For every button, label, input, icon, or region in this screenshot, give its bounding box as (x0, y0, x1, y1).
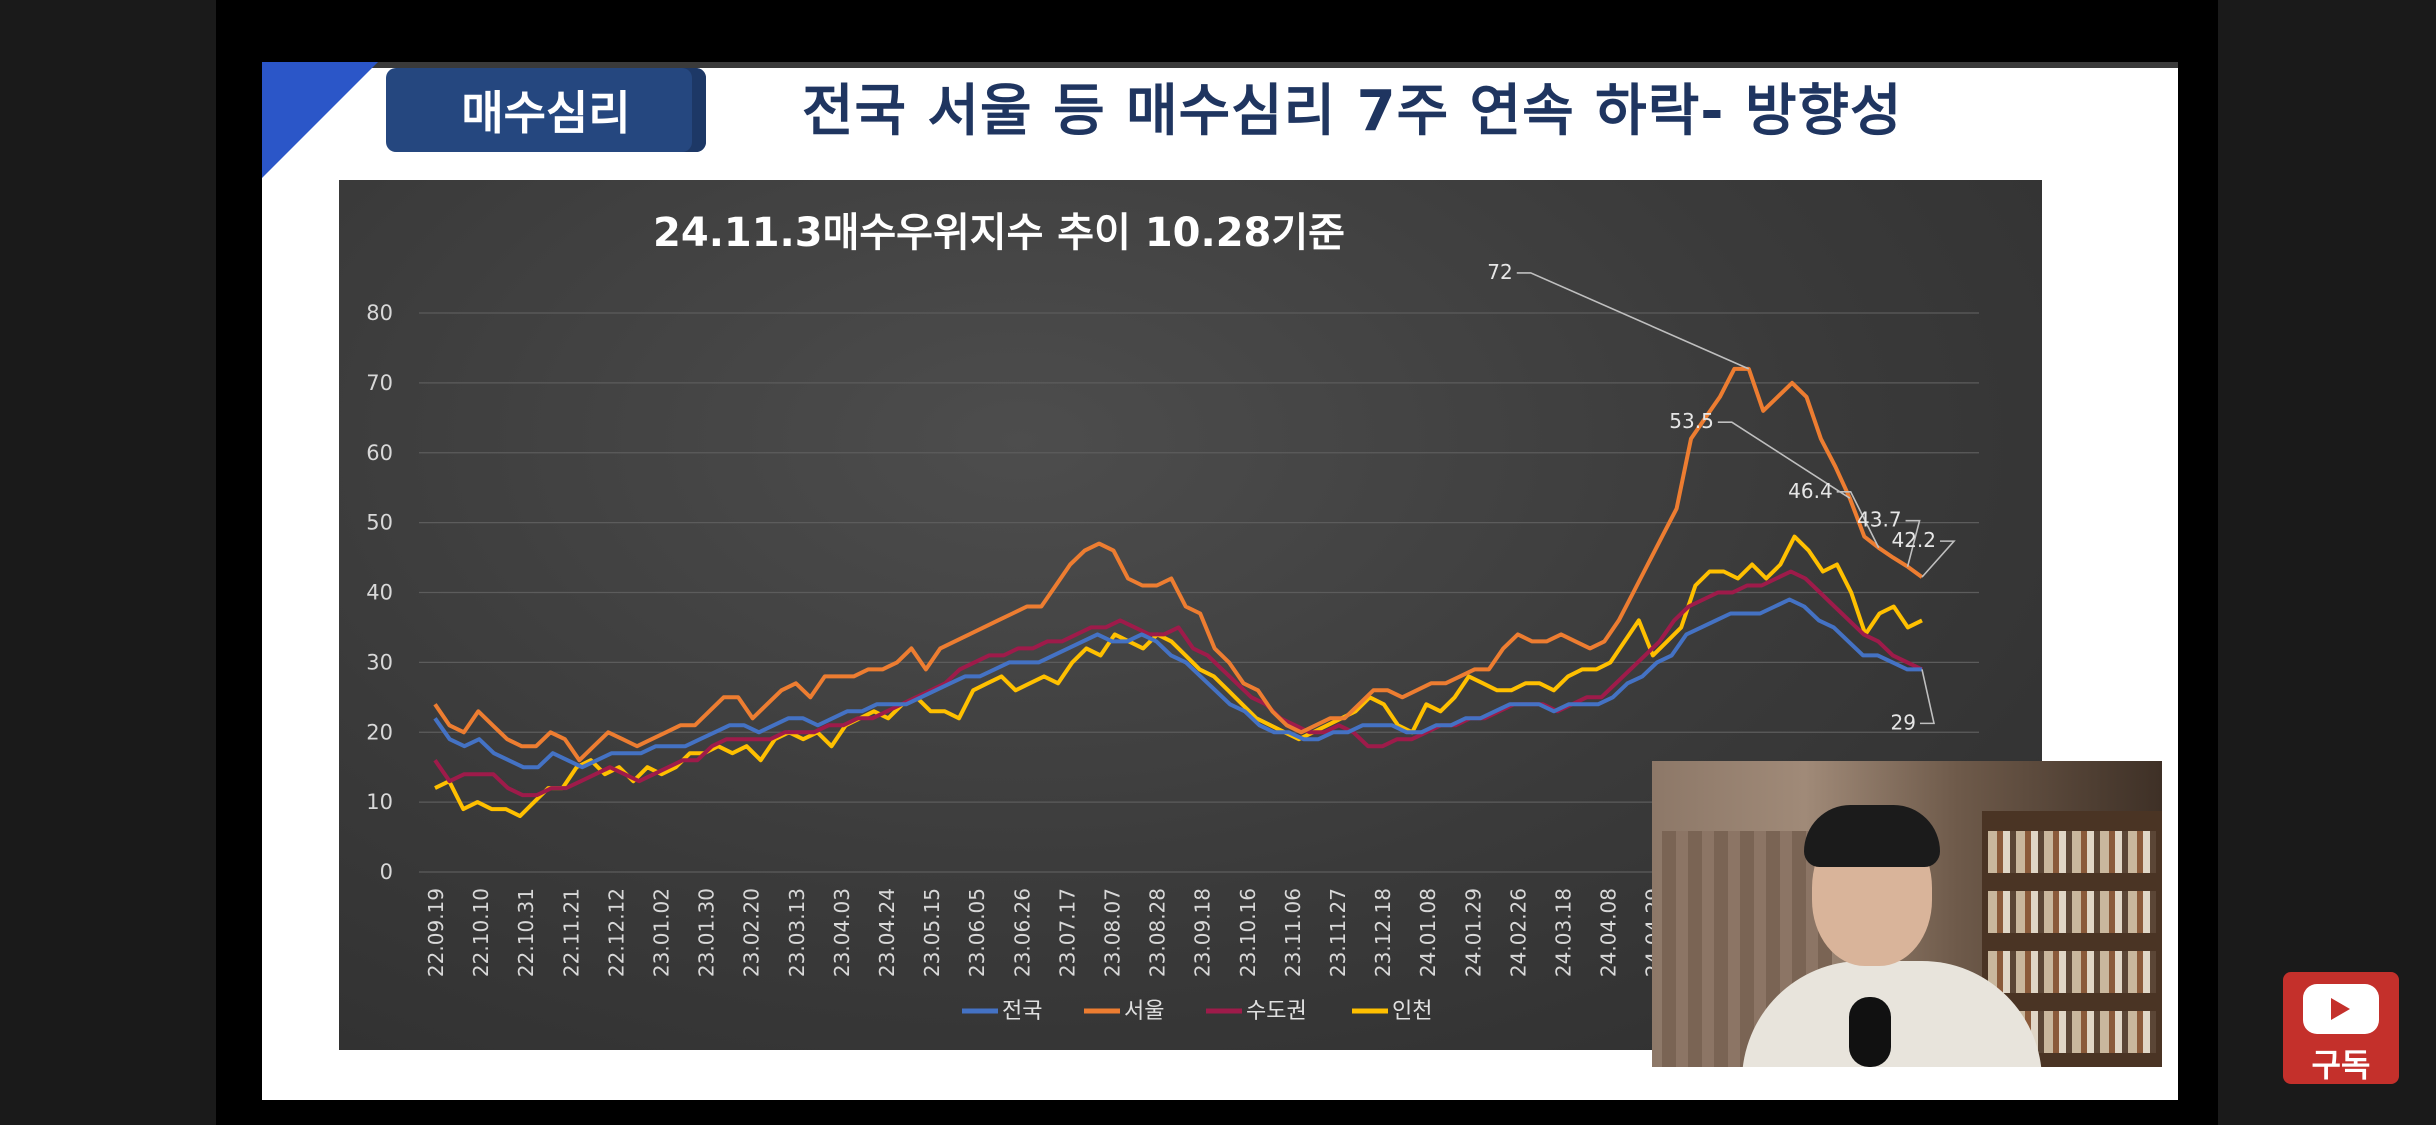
x-tick-label: 22.12.12 (604, 888, 628, 977)
data-label-leader (1921, 540, 1956, 578)
chart-svg: 24.11.3매수우위지수 추이 10.28기준 0 10 20 30 40 50 60 70… (366, 210, 1979, 1024)
x-tick-label: 22.10.31 (514, 888, 538, 977)
x-tick-label: 24.03.18 (1552, 888, 1576, 977)
data-label-leader (1516, 272, 1750, 370)
data-label-leader (1920, 669, 1935, 725)
book-row (1988, 951, 2156, 993)
left-backdrop (0, 0, 216, 1125)
chart-title: 24.11.3매수우위지수 추이 10.28기준 (653, 210, 1345, 256)
y-tick-label: 30 (366, 650, 393, 674)
presenter-webcam (1652, 761, 2162, 1067)
x-tick-label: 23.04.24 (875, 888, 899, 977)
series-line-수도권 (433, 569, 1923, 798)
subscribe-label: 구독 (2311, 1046, 2371, 1084)
series-lines (433, 366, 1924, 819)
y-tick-label: 50 (366, 511, 393, 535)
x-tick-label: 23.11.27 (1326, 888, 1350, 977)
right-backdrop (2218, 0, 2436, 1125)
y-tick-label: 70 (366, 371, 393, 395)
x-tick-label: 23.08.28 (1146, 888, 1170, 977)
series-line-전국 (433, 597, 1922, 770)
x-tick-label: 24.02.26 (1506, 888, 1530, 977)
y-tick-label: 10 (366, 790, 393, 814)
y-tick-label: 40 (366, 581, 393, 605)
series-line-서울 (433, 366, 1924, 763)
legend-label: 서울 (1124, 999, 1164, 1024)
x-tick-label: 23.02.20 (740, 888, 764, 977)
data-label-leader (1836, 490, 1880, 549)
data-labels: 72 53.5 46.4 43.742.2 29 (1487, 260, 1956, 734)
data-label-leader (1717, 421, 1851, 499)
y-tick-label: 20 (366, 720, 393, 744)
legend-label: 인천 (1392, 999, 1432, 1024)
x-tick-label: 23.07.17 (1055, 888, 1079, 977)
microphone (1849, 997, 1891, 1067)
x-tick-label: 24.04.08 (1597, 888, 1621, 977)
x-tick-label: 22.11.21 (559, 888, 583, 977)
x-tick-label: 23.03.13 (785, 888, 809, 977)
x-tick-label: 22.10.10 (469, 888, 493, 977)
x-tick-label: 23.09.18 (1191, 888, 1215, 977)
y-tick-label: 0 (380, 860, 393, 884)
data-label: 42.2 (1891, 528, 1936, 552)
x-tick-label: 23.10.16 (1236, 888, 1260, 977)
presenter-hair (1804, 805, 1940, 867)
data-label: 46.4 (1788, 479, 1833, 503)
x-tick-label: 24.01.29 (1461, 888, 1485, 977)
book-row (1988, 891, 2156, 933)
subscribe-button[interactable]: 구독 (2283, 972, 2399, 1084)
x-tick-label: 22.09.19 (424, 888, 448, 977)
legend-label: 수도권 (1246, 999, 1307, 1024)
x-axis-ticks: 22.09.19 22.10.10 22.10.31 22.11.21 22.12.12… (424, 888, 1666, 977)
x-tick-label: 23.05.15 (920, 888, 944, 977)
section-tag: 매수심리 (386, 68, 706, 152)
legend-label: 전국 (1002, 999, 1042, 1024)
x-tick-label: 23.06.05 (965, 888, 989, 977)
y-tick-label: 60 (366, 441, 393, 465)
y-axis-ticks: 0 10 20 30 40 50 60 70 80 (366, 301, 393, 884)
corner-accent (262, 62, 378, 178)
book-row (1988, 831, 2156, 873)
x-tick-label: 23.06.26 (1010, 888, 1034, 977)
x-tick-label: 23.01.30 (695, 888, 719, 977)
data-label-leader (1905, 519, 1921, 567)
data-label: 72 (1487, 260, 1512, 284)
x-tick-label: 23.11.06 (1281, 888, 1305, 977)
x-tick-label: 23.12.18 (1371, 888, 1395, 977)
y-tick-label: 80 (366, 301, 393, 325)
x-tick-label: 24.01.08 (1416, 888, 1440, 977)
data-label: 29 (1891, 710, 1916, 734)
x-tick-label: 23.04.03 (830, 888, 854, 977)
data-label: 53.5 (1669, 409, 1714, 433)
slide-title: 전국 서울 등 매수심리 7주 연속 하락- 방향성 (802, 79, 1903, 144)
play-triangle-icon (2331, 998, 2350, 1020)
chart-legend: 전국 서울 수도권 인천 (962, 999, 1432, 1024)
slide-top-border (262, 62, 2178, 68)
data-label: 43.7 (1857, 508, 1902, 532)
x-tick-label: 23.08.07 (1101, 888, 1125, 977)
x-tick-label: 23.01.02 (650, 888, 674, 977)
